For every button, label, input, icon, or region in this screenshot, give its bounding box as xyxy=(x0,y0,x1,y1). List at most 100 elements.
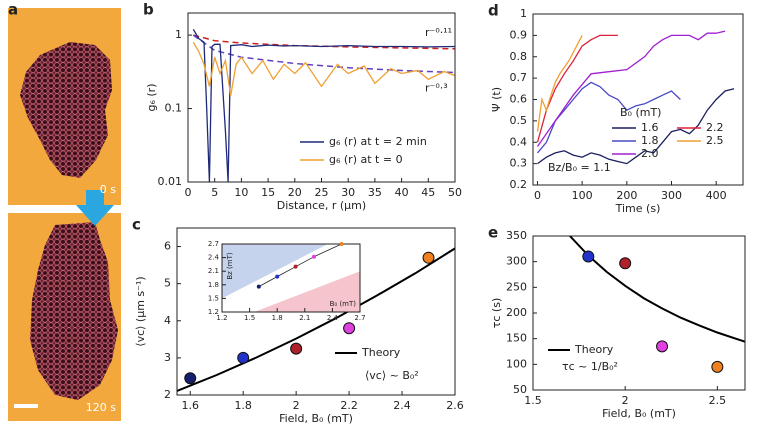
x-tick-label: 2 xyxy=(622,394,629,407)
point xyxy=(711,360,724,373)
fit-label: r⁻⁰·¹¹ xyxy=(425,26,452,39)
y-tick-label: 100 xyxy=(506,357,527,370)
y-tick-label: 1 xyxy=(520,7,527,20)
chart: e Field, B₀ (mT) τc (s) 1.5 2 2.5 50 100 150 200 2… xyxy=(488,224,746,420)
inset-point xyxy=(312,254,316,259)
image-panel: a 0 s 120 s xyxy=(8,1,121,421)
x-tick-label: 2 xyxy=(293,399,300,412)
x-tick-label: 40 xyxy=(395,186,409,199)
x-tick-label: 2.5 xyxy=(709,394,727,407)
y-tick-label: 0.4 xyxy=(510,135,528,148)
x-tick-label: 45 xyxy=(421,186,435,199)
series-line xyxy=(536,30,726,147)
frame-time: 120 s xyxy=(86,401,116,414)
chart: d Time (s) Ψ (t) 0 100 200 300 400 0.2 0.3 0.4 0.5 0… xyxy=(488,2,744,215)
x-tick-label: 10 xyxy=(234,186,248,199)
fit-line xyxy=(192,34,455,74)
x-tick-label: 200 xyxy=(616,189,637,202)
series-line xyxy=(536,35,583,132)
x-tick-label: 2.2 xyxy=(340,399,358,412)
y-tick-label: 0.7 xyxy=(510,71,528,84)
x-tick-label: 2.7 xyxy=(354,314,365,322)
annotation: τc ~ 1/B₀² xyxy=(562,360,618,373)
series-line xyxy=(536,34,618,143)
y-tick-label: 0.6 xyxy=(510,93,528,106)
point xyxy=(343,322,356,335)
x-axis-label: Field, B₀ (mT) xyxy=(279,412,353,425)
x-tick-label: 2.4 xyxy=(327,314,339,322)
point xyxy=(656,340,669,353)
y-tick-label: 300 xyxy=(506,255,527,268)
legend-title: B₀ (mT) xyxy=(620,106,661,119)
x-tick-label: 35 xyxy=(368,186,382,199)
x-tick-label: 300 xyxy=(661,189,682,202)
x-tick-label: 100 xyxy=(572,189,593,202)
y-tick-label: 0.2 xyxy=(510,178,528,191)
chart: c Field, B₀ (mT) ⟨vc⟩ (μm s⁻¹) 1.2 1.5 1.8 2.1… xyxy=(132,216,464,426)
panel-letter: d xyxy=(488,2,499,20)
panel-letter: b xyxy=(143,1,154,19)
x-tick-label: 5 xyxy=(211,186,218,199)
inset-y-label: Bz (mT) xyxy=(226,252,234,280)
legend-label: 1.8 xyxy=(641,134,659,147)
y-tick-label: 3 xyxy=(164,351,171,364)
point xyxy=(290,342,303,355)
legend-label: 1.6 xyxy=(641,121,659,134)
plot-frame xyxy=(532,13,744,186)
series-line xyxy=(537,81,681,154)
x-axis-label: Field, B₀ (mT) xyxy=(602,407,676,420)
y-tick-label: 0.9 xyxy=(510,28,528,41)
y-tick-label: 6 xyxy=(164,240,171,253)
chart: b Distance, r (μm) g₆ (r) 0 5 10 15 20 25 30 35 40 4… xyxy=(143,1,462,213)
x-tick-label: 25 xyxy=(315,186,329,199)
y-tick-label: 0.5 xyxy=(510,114,528,127)
y-tick-label: 5 xyxy=(164,277,171,290)
plot-area xyxy=(177,247,455,392)
point xyxy=(237,351,250,364)
x-tick-label: 2.4 xyxy=(393,399,411,412)
plot-frame xyxy=(221,243,361,313)
series-line xyxy=(192,41,455,96)
y-tick-label: 1 xyxy=(175,28,182,41)
y-tick-label: 1.5 xyxy=(208,294,219,302)
inset-point xyxy=(339,242,344,246)
plot-area xyxy=(569,236,745,343)
theory-line xyxy=(569,236,745,343)
plot-area xyxy=(192,28,455,182)
legend-label: Theory xyxy=(574,343,614,356)
cluster-top xyxy=(20,42,112,178)
annotation: Bz/B₀ = 1.1 xyxy=(548,161,611,174)
region xyxy=(222,244,328,299)
series-line xyxy=(537,88,735,165)
y-tick-label: 2 xyxy=(164,388,171,401)
x-tick-label: 1.8 xyxy=(272,314,283,322)
fit-label: r⁻⁰·³ xyxy=(425,81,448,94)
scale-bar xyxy=(14,404,38,408)
y-axis-label: g₆ (r) xyxy=(145,84,158,112)
y-tick-label: 0.3 xyxy=(510,157,528,170)
x-tick-label: 20 xyxy=(288,186,302,199)
x-tick-label: 1.5 xyxy=(244,314,255,322)
annotation: ⟨vc⟩ ~ B₀² xyxy=(365,369,419,382)
x-tick-label: 1.8 xyxy=(234,399,252,412)
point xyxy=(619,257,632,270)
legend-label: g₆ (r) at t = 0 xyxy=(329,153,403,166)
inset-point xyxy=(293,264,298,269)
panel-letter: e xyxy=(488,224,498,242)
y-axis-label: τc (s) xyxy=(490,298,503,328)
inset-point xyxy=(256,284,261,289)
y-tick-label: 350 xyxy=(506,229,527,242)
legend-label: 2.2 xyxy=(706,121,724,134)
inset-x-label: B₀ (mT) xyxy=(330,300,357,308)
legend-label: 2.5 xyxy=(706,134,724,147)
y-tick-label: 1.2 xyxy=(208,308,219,316)
x-tick-label: 2.6 xyxy=(446,399,464,412)
y-tick-label: 150 xyxy=(506,332,527,345)
y-tick-label: 0.01 xyxy=(158,175,183,188)
y-tick-label: 0.8 xyxy=(510,50,528,63)
y-tick-label: 2.7 xyxy=(208,240,219,248)
plot-area xyxy=(536,30,735,165)
legend-label: g₆ (r) at t = 2 min xyxy=(329,135,427,148)
panel-letter: a xyxy=(8,1,18,19)
arrow xyxy=(76,190,114,226)
